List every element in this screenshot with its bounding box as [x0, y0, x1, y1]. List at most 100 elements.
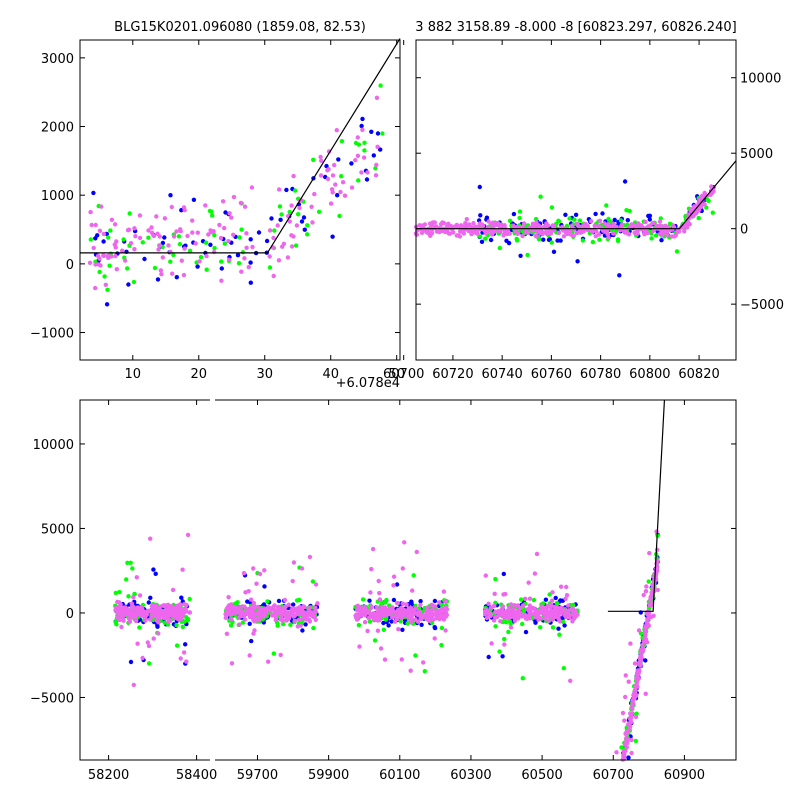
data-point-series-2 — [670, 223, 676, 228]
x-tick-label: 60900 — [664, 768, 705, 783]
data-point-series-1 — [267, 265, 273, 270]
data-point-series-2 — [562, 613, 568, 618]
data-point-series-2 — [654, 223, 659, 229]
data-point-series-0 — [647, 217, 652, 222]
data-point-series-1 — [353, 140, 359, 146]
data-point-series-2 — [537, 229, 542, 234]
data-point-series-2 — [532, 571, 538, 576]
data-point-series-1 — [538, 625, 543, 630]
data-point-series-2 — [432, 636, 437, 641]
data-point-series-2 — [242, 204, 248, 209]
data-point-series-2 — [422, 222, 428, 227]
data-point-series-2 — [623, 673, 628, 678]
data-point-series-1 — [619, 745, 624, 750]
data-point-series-2 — [179, 258, 184, 263]
data-point-series-2 — [431, 604, 436, 609]
data-point-series-2 — [289, 203, 294, 208]
data-point-series-1 — [502, 636, 507, 642]
data-point-series-2 — [647, 550, 652, 556]
data-point-series-2 — [95, 253, 101, 259]
data-point-series-2 — [156, 620, 161, 625]
data-point-series-1 — [439, 642, 444, 648]
data-point-series-2 — [640, 643, 645, 648]
data-point-series-2 — [135, 641, 140, 646]
data-point-series-2 — [637, 661, 643, 666]
data-point-series-0 — [269, 216, 274, 221]
data-point-series-2 — [421, 660, 426, 665]
data-point-series-1 — [380, 600, 385, 605]
data-point-series-1 — [187, 596, 192, 602]
data-point-series-2 — [621, 754, 626, 759]
data-point-series-1 — [239, 227, 244, 232]
data-point-series-2 — [229, 616, 234, 622]
data-point-series-2 — [159, 272, 164, 277]
data-point-series-2 — [382, 657, 388, 662]
data-point-series-2 — [569, 224, 574, 229]
data-point-series-2 — [325, 176, 331, 182]
data-point-series-0 — [101, 239, 106, 244]
data-point-series-1 — [296, 212, 301, 217]
panel-bottom-model — [607, 400, 666, 612]
data-point-series-1 — [311, 157, 316, 162]
data-point-series-1 — [121, 237, 126, 242]
data-point-series-2 — [471, 221, 476, 226]
data-point-series-2 — [512, 603, 517, 608]
data-point-series-2 — [568, 678, 573, 683]
data-point-series-0 — [248, 237, 253, 242]
data-point-series-2 — [293, 607, 298, 612]
data-point-series-2 — [139, 608, 145, 613]
data-point-series-2 — [360, 127, 365, 132]
data-point-series-0 — [626, 755, 631, 760]
data-point-series-1 — [674, 249, 680, 254]
data-point-series-0 — [153, 571, 158, 576]
data-point-series-0 — [523, 629, 529, 635]
data-point-series-2 — [151, 614, 156, 619]
data-point-series-1 — [380, 131, 385, 136]
data-point-series-2 — [550, 590, 555, 595]
axis-break-gap-bottom — [210, 756, 215, 768]
data-point-series-2 — [527, 616, 532, 621]
panel-bottom-points — [113, 529, 661, 762]
data-point-series-2 — [368, 614, 373, 620]
data-point-series-0 — [541, 237, 546, 242]
data-point-series-0 — [245, 599, 250, 604]
data-point-series-2 — [330, 173, 336, 178]
data-point-series-2 — [166, 243, 171, 248]
data-point-series-0 — [643, 658, 648, 663]
data-point-series-2 — [530, 221, 536, 226]
data-point-series-0 — [300, 628, 305, 633]
data-point-series-2 — [312, 191, 317, 197]
data-point-series-2 — [516, 608, 521, 613]
data-point-series-2 — [532, 612, 537, 617]
data-point-series-1 — [422, 669, 427, 674]
data-point-series-2 — [632, 661, 638, 666]
data-point-series-2 — [298, 617, 303, 622]
data-point-series-1 — [525, 252, 530, 258]
data-point-series-1 — [130, 566, 135, 571]
data-point-series-2 — [551, 223, 557, 229]
data-point-series-2 — [488, 605, 493, 611]
data-point-series-2 — [483, 573, 488, 578]
data-point-series-2 — [489, 641, 494, 646]
axis-break-gap — [210, 392, 215, 404]
data-point-series-2 — [230, 605, 235, 610]
data-point-series-2 — [97, 228, 103, 233]
data-point-series-2 — [535, 612, 541, 618]
data-point-series-2 — [473, 224, 478, 230]
data-point-series-0 — [336, 157, 341, 162]
data-point-series-2 — [125, 228, 131, 233]
data-point-series-2 — [538, 609, 543, 614]
y-tick-label: 10000 — [33, 438, 74, 453]
data-point-series-2 — [275, 223, 280, 228]
panel-top-right-model — [416, 160, 737, 230]
data-point-series-1 — [272, 228, 277, 233]
data-point-series-0 — [179, 208, 184, 213]
data-point-series-1 — [514, 236, 519, 242]
data-point-series-0 — [301, 215, 307, 220]
data-point-series-2 — [285, 255, 291, 260]
data-point-series-0 — [276, 598, 282, 604]
data-point-series-2 — [354, 617, 360, 622]
data-point-series-2 — [626, 679, 631, 684]
data-point-series-2 — [657, 231, 663, 237]
data-point-series-2 — [91, 245, 96, 251]
